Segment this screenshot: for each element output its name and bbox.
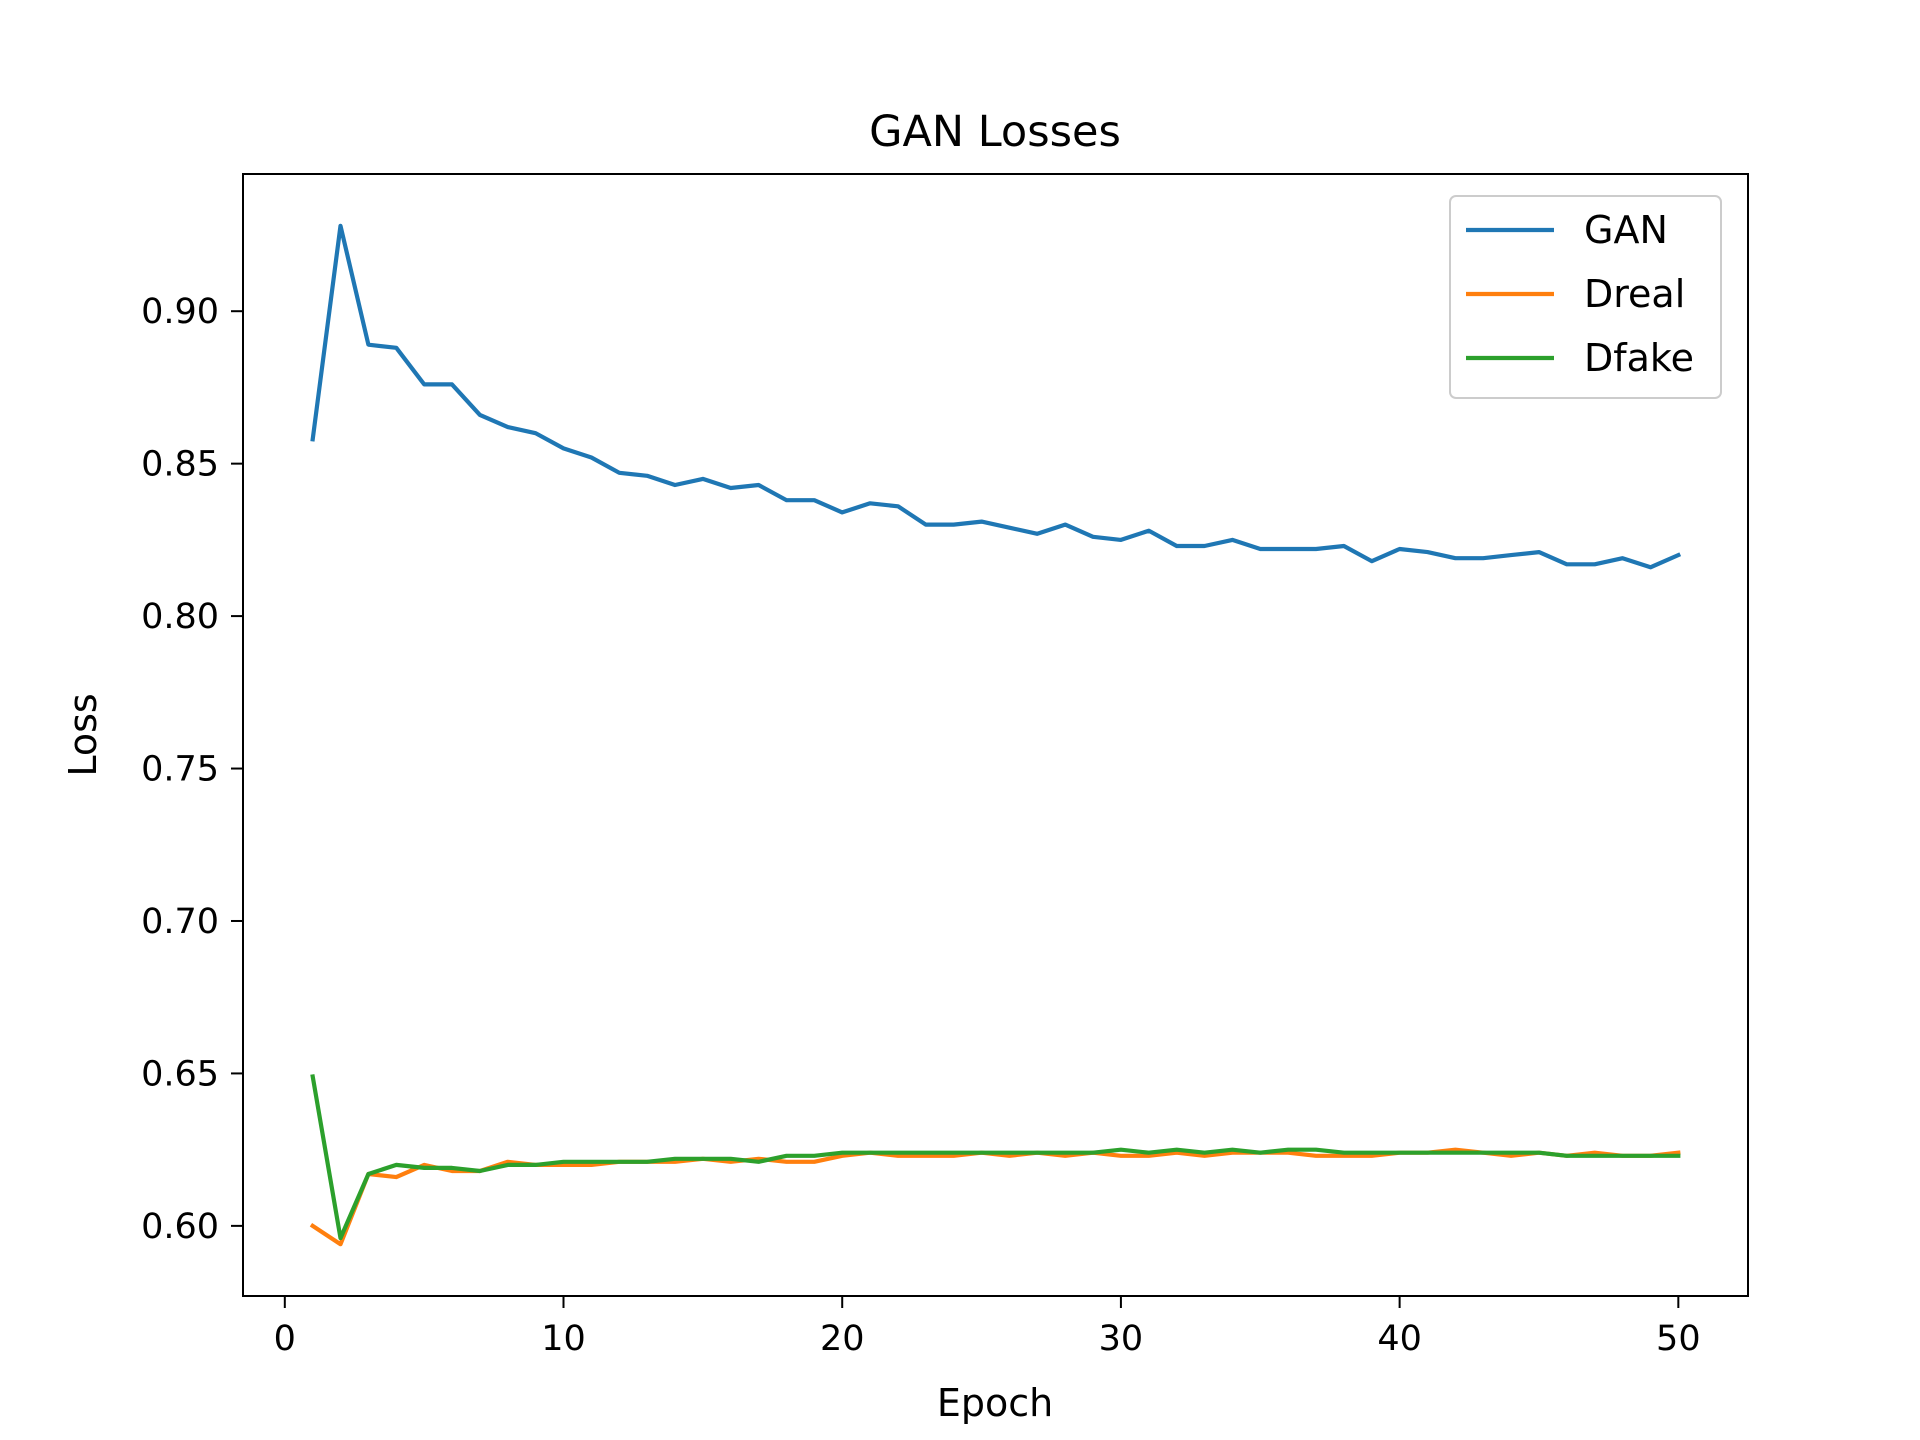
y-tick-label: 0.70 <box>141 902 219 942</box>
y-tick-label: 0.85 <box>141 445 219 485</box>
x-tick-label: 10 <box>541 1319 586 1359</box>
x-tick-label: 20 <box>820 1319 865 1359</box>
y-tick-label: 0.60 <box>141 1207 219 1247</box>
y-tick-label: 0.80 <box>141 597 219 637</box>
x-tick-label: 50 <box>1656 1319 1701 1359</box>
y-axis: 0.60 0.65 0.70 0.75 0.80 0.85 0.90 <box>141 292 243 1247</box>
x-tick-label: 0 <box>274 1319 296 1359</box>
x-tick-label: 40 <box>1377 1319 1422 1359</box>
x-tick-label: 30 <box>1099 1319 1144 1359</box>
legend: GAN Dreal Dfake <box>1449 195 1722 399</box>
series-layer <box>309 223 1682 1247</box>
chart-title: GAN Losses <box>869 107 1121 157</box>
series-line-gan <box>310 223 1682 570</box>
y-axis-label: Loss <box>61 693 105 776</box>
y-tick-label: 0.65 <box>141 1054 219 1094</box>
legend-label-dfake: Dfake <box>1584 336 1694 380</box>
plot-frame <box>242 173 1749 1297</box>
series-line-dfake <box>310 1074 1681 1241</box>
legend-label-dreal: Dreal <box>1584 272 1685 316</box>
legend-box <box>1449 195 1722 399</box>
x-axis-label: Epoch <box>937 1381 1053 1425</box>
y-tick-label: 0.75 <box>141 750 219 790</box>
legend-label-gan: GAN <box>1584 208 1668 252</box>
x-axis: 0 10 20 30 40 50 <box>274 1296 1701 1359</box>
y-tick-label: 0.90 <box>141 292 219 332</box>
